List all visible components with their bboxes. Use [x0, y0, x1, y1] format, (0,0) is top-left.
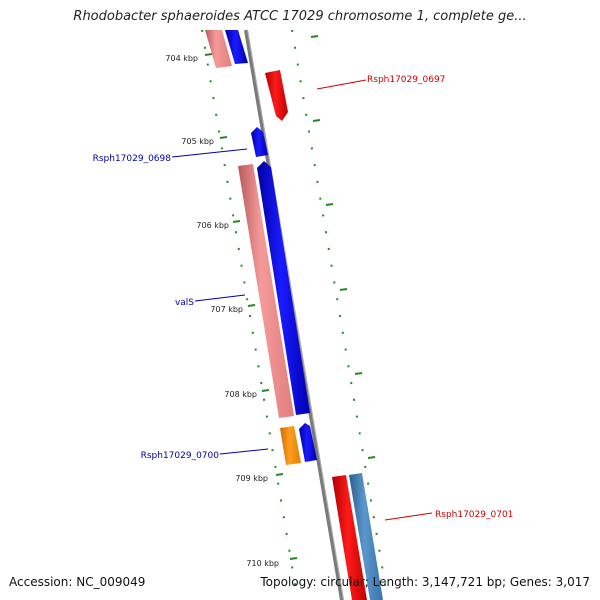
cds-rsph0697[interactable] [265, 70, 288, 121]
gene-label-rsph0697[interactable]: Rsph17029_0697 [367, 75, 445, 85]
topology-text: Topology: circular; Length: 3,147,721 bp… [260, 575, 590, 589]
gene-upstream-pink[interactable] [205, 30, 232, 68]
gene-rsph0700-blue[interactable] [299, 423, 317, 462]
gene-vals[interactable] [238, 164, 294, 418]
major-ticks [204, 35, 376, 560]
scale-labels: 704 kbp 705 kbp 706 kbp 707 kbp 708 kbp … [165, 54, 279, 568]
cds-rsph0700[interactable] [280, 426, 301, 465]
gene-label-rsph0698[interactable]: Rsph17029_0698 [93, 154, 172, 164]
cds-rsph0698[interactable] [251, 127, 268, 157]
scale-label-708: 708 kbp [224, 390, 257, 399]
scale-label-704: 704 kbp [165, 54, 198, 63]
gene-features[interactable] [205, 30, 383, 600]
gene-label-rsph0701[interactable]: Rsph17029_0701 [435, 510, 513, 520]
gene-labels[interactable]: Rsph17029_0697 Rsph17029_0698 valS Rsph1… [93, 75, 514, 520]
gene-rsph0701[interactable] [349, 473, 383, 600]
gene-label-rsph0700[interactable]: Rsph17029_0700 [141, 451, 220, 461]
cds-rsph0701[interactable] [332, 475, 367, 600]
label-leaders [171, 79, 433, 521]
map-title: Rhodobacter sphaeroides ATCC 17029 chrom… [73, 9, 527, 24]
scale-label-705: 705 kbp [181, 137, 214, 146]
gene-label-vals[interactable]: valS [175, 298, 194, 308]
scale-label-707: 707 kbp [210, 305, 243, 314]
cds-vals[interactable] [257, 161, 310, 415]
scale-label-709: 709 kbp [235, 474, 268, 483]
scale-label-706: 706 kbp [196, 221, 229, 230]
scale-label-710: 710 kbp [246, 559, 279, 568]
accession-text: Accession: NC_009049 [9, 575, 146, 589]
cds-upstream-blue[interactable] [225, 30, 248, 64]
chromosome-backbone [244, 29, 344, 600]
